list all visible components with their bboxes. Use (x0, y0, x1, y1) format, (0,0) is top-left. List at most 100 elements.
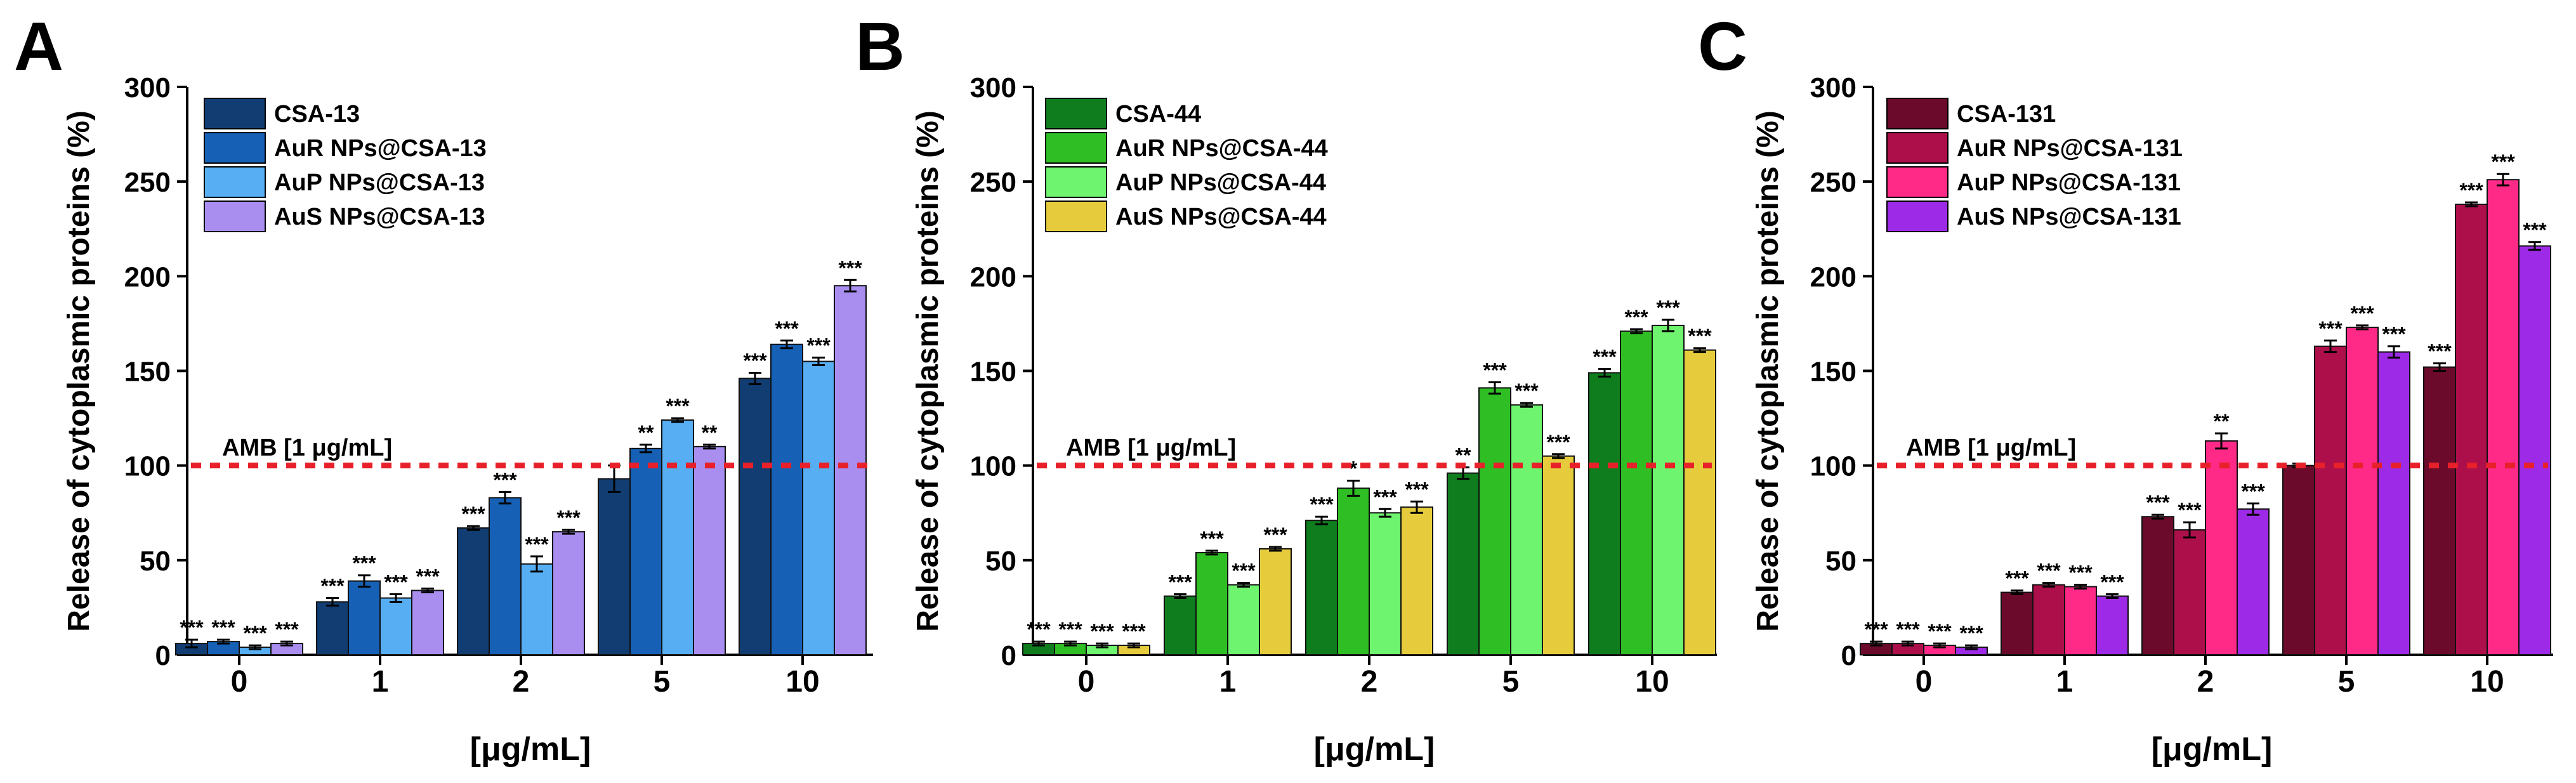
panel-a-bar-s4-1 (411, 589, 444, 655)
panel-a-error-bar-s3-1 (390, 593, 402, 603)
panel-c-error-bar-s1-2 (2152, 513, 2164, 520)
panel-a-error-bar-s3-0 (249, 644, 261, 650)
panel-b: B Release of cytoplasmic proteins (%) [μ… (855, 8, 1717, 768)
panel-b-error-bar-s3-1 (1237, 582, 1250, 588)
panel-c-significance-s4-1: *** (2100, 571, 2124, 594)
panel-a-x-axis-label: [μg/mL] (470, 731, 591, 768)
panel-c-error-bar-s1-1 (2011, 589, 2023, 596)
panel-a-error-bar-s4-0 (280, 640, 293, 647)
panel-b-y-tick-label-4: 200 (970, 261, 1016, 293)
panel-b-bar-s4-2 (1400, 506, 1433, 655)
panel-c-bar-s2-5 (2314, 345, 2347, 655)
panel-a-y-tick-label-0: 0 (155, 640, 171, 671)
panel-a-error-bar-s2-2 (499, 490, 511, 504)
panel-a-bar-s3-10 (802, 360, 835, 655)
panel-a-significance-s3-2: *** (525, 533, 549, 556)
panel-a-x-tick-label-1: 1 (372, 665, 389, 699)
panel-b-error-bar-s1-2 (1315, 515, 1328, 525)
panel-b-significance-s4-5: *** (1546, 431, 1570, 454)
legend-b-label-2: AuR NPs@CSA-44 (1115, 135, 1328, 162)
panel-b-significance-s4-1: *** (1263, 523, 1287, 546)
panel-c-error-bar-s4-1 (2106, 593, 2119, 599)
panel-c-error-bar-s4-0 (1965, 644, 1978, 650)
panel-c-significance-s2-5: *** (2318, 317, 2343, 340)
panel-a-significance-s2-0: *** (211, 616, 235, 639)
panel-b-error-bar-s2-5 (1488, 381, 1501, 395)
panel-c-y-tick-label-0: 0 (1841, 640, 1856, 671)
panel-a: A Release of cytoplasmic proteins (%) [μ… (14, 8, 873, 768)
panel-a-error-bar-s2-0 (217, 638, 230, 645)
panel-a-y-tick-label-3: 150 (124, 357, 171, 388)
legend-b-label-1: CSA-44 (1115, 101, 1201, 128)
panel-b-error-bar-s3-0 (1096, 642, 1108, 648)
panel-a-bar-s3-5 (661, 419, 694, 655)
panel-b-x-tick-label-5: 5 (1502, 665, 1520, 699)
panel-c-error-bar-s2-0 (1902, 640, 1914, 647)
panel-b-significance-s1-0: *** (1027, 618, 1051, 641)
legend-c-swatch-1 (1886, 98, 1948, 129)
panel-b-error-bar-s4-2 (1410, 500, 1423, 514)
panel-b-y-tick-label-3: 150 (970, 357, 1016, 388)
panel-c-error-bar-s2-10 (2465, 201, 2478, 207)
panel-b-error-bar-s2-1 (1206, 549, 1218, 556)
legend-a-label-4: AuS NPs@CSA-13 (274, 204, 485, 230)
panel-a-significance-s2-5: ** (638, 421, 654, 444)
panel-a-y-tick-label-4: 200 (124, 261, 171, 293)
panel-c-significance-s4-0: *** (1959, 622, 1983, 645)
panel-a-bar-s2-1 (348, 580, 381, 656)
legend-c-label-4: AuS NPs@CSA-131 (1957, 204, 2181, 230)
panel-b-bar-s2-5 (1478, 387, 1511, 655)
panel-a-significance-s4-5: ** (702, 421, 718, 444)
panel-c-bar-s3-5 (2346, 326, 2379, 655)
panel-c-y-tick-label-2: 100 (1810, 451, 1856, 482)
panel-c-significance-s4-10: *** (2523, 219, 2547, 242)
panel-c-x-axis-label: [μg/mL] (2152, 731, 2273, 768)
legend-a-swatch-3 (204, 166, 266, 198)
panel-letter-a: A (14, 8, 63, 84)
legend-c-swatch-2 (1886, 132, 1948, 164)
panel-a-error-bar-s4-5 (703, 444, 716, 450)
panel-b-bar-s4-10 (1683, 349, 1716, 656)
panel-c-bar-s4-1 (2096, 595, 2129, 655)
panel-a-bar-s1-2 (457, 527, 490, 655)
panel-a-error-bar-s2-5 (640, 444, 652, 454)
panel-c-significance-s1-1: *** (2005, 567, 2029, 590)
panel-a-significance-s3-1: *** (384, 571, 408, 594)
panel-c-y-tick-label-4: 200 (1810, 261, 1856, 293)
panel-a-error-bar-s1-1 (326, 597, 339, 607)
panel-a-y-tick-label-5: 250 (124, 167, 171, 198)
panel-c-x-tick-label-2: 2 (2197, 665, 2214, 699)
panel-b-error-bar-s4-5 (1552, 453, 1565, 459)
panel-a-significance-s3-10: *** (806, 334, 831, 357)
panel-a-error-bar-s4-1 (421, 588, 434, 594)
panel-a-bar-s1-5 (598, 478, 631, 655)
panel-c-significance-s2-10: *** (2459, 179, 2483, 202)
panel-c-bar-s2-2 (2173, 529, 2206, 655)
panel-a-y-tick-label-6: 300 (124, 72, 171, 103)
panel-c-bar-s2-10 (2455, 203, 2488, 655)
panel-a-legend: CSA-13 AuR NPs@CSA-13 AuP NPs@CSA-13 AuS… (204, 98, 487, 232)
legend-b-label-4: AuS NPs@CSA-44 (1115, 204, 1327, 230)
panel-b-significance-s2-1: *** (1200, 527, 1224, 550)
panel-b-significance-s3-10: *** (1656, 296, 1680, 319)
panel-b-bar-s3-5 (1510, 404, 1543, 655)
panel-c-significance-s4-5: *** (2382, 323, 2406, 346)
panel-b-bar-s1-1 (1164, 595, 1197, 655)
panel-c-x-tick-label-1: 1 (2056, 665, 2073, 699)
panel-c-error-bar-s1-0 (1870, 640, 1883, 647)
panel-c-significance-s3-10: *** (2491, 150, 2515, 173)
legend-c-label-1: CSA-131 (1957, 101, 2056, 128)
panel-a-error-bar-s1-0 (185, 638, 198, 648)
panel-a-significance-s1-2: *** (461, 503, 485, 525)
panel-b-error-bar-s3-10 (1662, 319, 1674, 332)
panel-b-significance-s1-1: *** (1168, 571, 1192, 594)
panel-c-error-bar-s3-5 (2356, 324, 2369, 331)
panel-a-x-tick-label-0: 0 (231, 665, 248, 699)
panel-a-bar-s3-1 (379, 597, 412, 655)
legend-c-label-2: AuR NPs@CSA-131 (1957, 135, 2183, 162)
panel-b-bar-s3-10 (1652, 324, 1685, 655)
panel-c-significance-s1-10: *** (2428, 340, 2452, 363)
panel-b-bar-s2-2 (1337, 487, 1370, 655)
